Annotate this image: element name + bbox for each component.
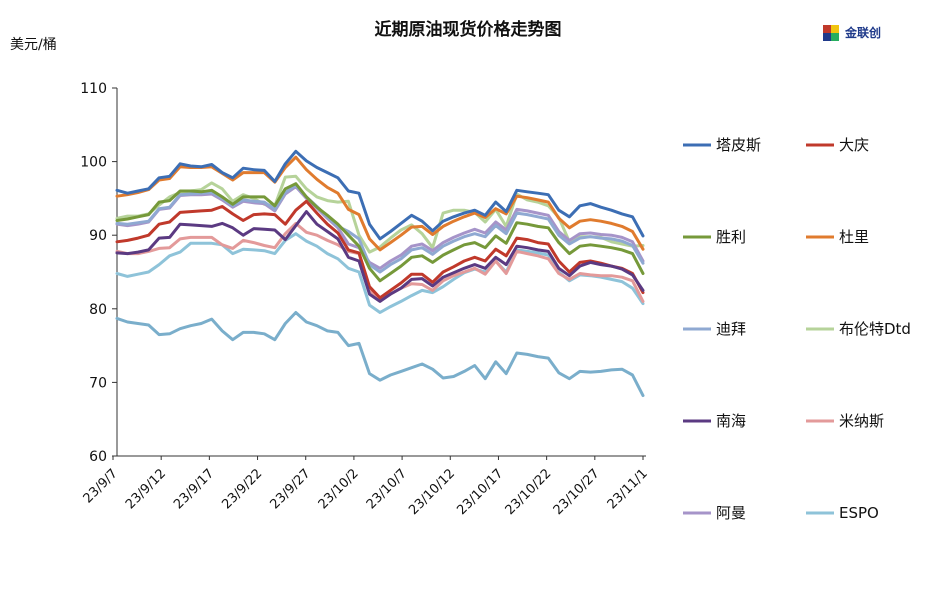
y-tick-label: 60 <box>89 449 107 465</box>
x-tick-label: 23/10/7 <box>364 466 410 512</box>
legend-label: 布伦特Dtd <box>839 320 911 338</box>
y-tick-label: 90 <box>89 228 107 244</box>
legend-label: 杜里 <box>839 228 869 246</box>
plot-area <box>115 149 645 398</box>
chart-axes <box>116 88 646 457</box>
x-tick-label: 23/9/17 <box>171 466 217 512</box>
x-tick-label: 23/11/1 <box>605 466 651 512</box>
y-tick-label: 100 <box>80 155 107 171</box>
legend-label: 大庆 <box>839 136 869 154</box>
x-tick-label: 23/9/12 <box>123 466 169 512</box>
x-tick-label: 23/9/22 <box>219 466 265 512</box>
legend-label: ESPO <box>839 504 879 522</box>
x-tick-label: 23/10/27 <box>551 466 603 518</box>
y-tick-label: 70 <box>89 375 107 391</box>
logo-mark-icon <box>823 25 839 41</box>
y-tick-label: 80 <box>89 302 107 318</box>
series-line-lower <box>115 311 645 398</box>
legend-label: 米纳斯 <box>839 412 884 430</box>
y-tick-label: 110 <box>80 81 107 97</box>
y-ticks: 60 70 80 90 100 110 <box>80 81 117 465</box>
legend-label: 迪拜 <box>716 320 746 338</box>
series-line-6 <box>115 210 645 303</box>
series-line-1 <box>115 199 645 300</box>
series-line-0 <box>115 149 645 241</box>
logo-text: 金联创 <box>844 25 881 40</box>
y-axis-unit-label: 美元/桶 <box>10 37 57 53</box>
series-line-4 <box>115 183 645 274</box>
chart-title: 近期原油现货价格走势图 <box>375 19 562 40</box>
legend-label: 塔皮斯 <box>716 136 761 154</box>
x-tick-label: 23/9/7 <box>81 466 121 506</box>
x-ticks: 23/9/7 23/9/12 23/9/17 23/9/22 23/9/27 23/10/… <box>81 456 651 518</box>
x-tick-label: 23/10/17 <box>454 466 506 518</box>
x-tick-label: 23/10/12 <box>406 466 458 518</box>
x-tick-label: 23/10/2 <box>316 466 362 512</box>
legend-label: 阿曼 <box>716 504 746 522</box>
x-tick-label: 23/10/22 <box>503 466 555 518</box>
brand-logo: 金联创 <box>823 25 881 41</box>
series-line-2 <box>115 182 645 283</box>
legend-label: 胜利 <box>716 228 746 246</box>
legend-label: 南海 <box>716 412 746 430</box>
x-tick-label: 23/9/27 <box>268 466 314 512</box>
